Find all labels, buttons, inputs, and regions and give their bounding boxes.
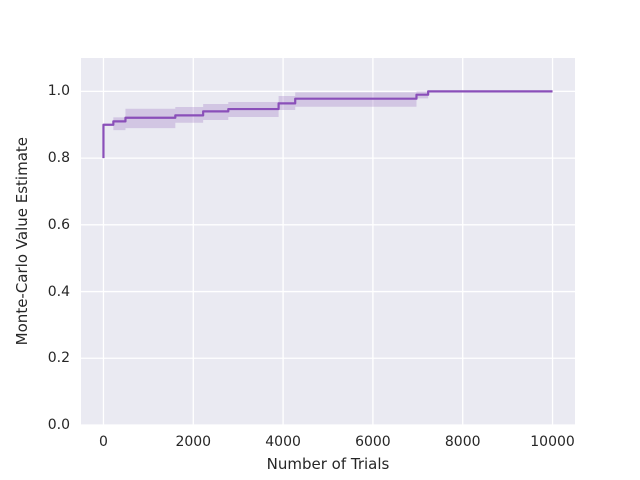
y-tick-label: 0.2 (47, 350, 70, 367)
x-tick-label: 2000 (175, 434, 212, 450)
x-tick-label: 4000 (265, 434, 301, 450)
confidence-band (113, 91, 429, 131)
y-axis-label-text: Monte-Carlo Value Estimate (13, 137, 31, 346)
y-tick-label: 0.6 (47, 216, 70, 233)
y-tick-label: 0.4 (47, 283, 70, 300)
x-axis-label: Number of Trials (266, 455, 390, 473)
x-tick-label: 0 (98, 434, 108, 450)
plot-area-background (81, 58, 575, 425)
y-tick-label: 0.0 (47, 417, 70, 433)
x-tick-label: 8000 (444, 434, 481, 450)
estimate-line (102, 90, 553, 159)
y-axis-label: Monte-Carlo Value Estimate (10, 58, 34, 425)
x-tick-label: 6000 (355, 434, 391, 450)
y-tick-label: 0.8 (47, 150, 70, 167)
x-tick-label: 10000 (530, 434, 575, 450)
y-tick-label: 1.0 (47, 83, 70, 100)
